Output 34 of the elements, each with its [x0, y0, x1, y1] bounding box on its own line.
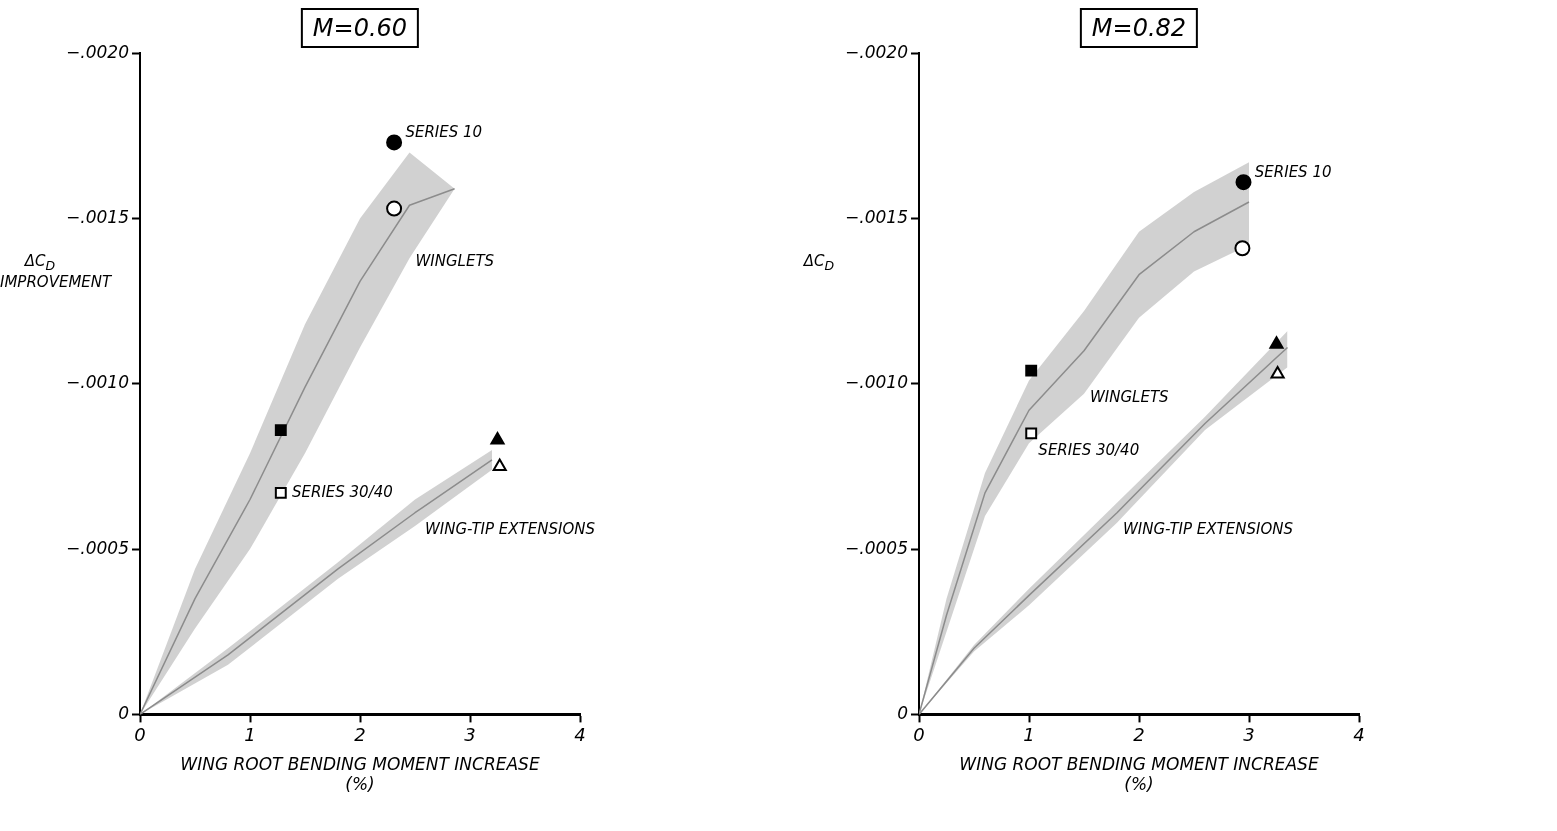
- y-axis-title: ΔC$_{D}$ IMPROVEMENT: [0, 251, 112, 291]
- x-tick-label: 4: [1353, 723, 1365, 745]
- y-axis-title: ΔC$_{D}$: [802, 251, 836, 273]
- series-label: SERIES 30/40: [1038, 441, 1140, 460]
- x-tick-label: 2: [354, 723, 366, 745]
- x-tick-label: 1: [244, 723, 256, 745]
- y-tick-label: −.0015: [66, 206, 129, 227]
- y-tick-label: −.0020: [66, 41, 129, 62]
- series-label: SERIES 10: [1254, 163, 1332, 182]
- series-label: SERIES 10: [405, 123, 483, 142]
- x-axis-title: WING ROOT BENDING MOMENT INCREASE (%): [958, 754, 1320, 795]
- y-tick-label: 0: [118, 702, 129, 723]
- text: WINGLETS: [415, 252, 495, 271]
- x-tick-label: 1: [1023, 723, 1035, 745]
- x-tick-label: 0: [134, 723, 146, 745]
- x-tick-label: 0: [913, 723, 925, 745]
- series-label: WINGLETS: [1090, 387, 1170, 406]
- y-tick-label: −.0020: [845, 41, 908, 62]
- y-tick-label: −.0010: [66, 372, 129, 393]
- y-tick-label: −.0005: [66, 537, 129, 558]
- x-tick-label: 3: [464, 723, 476, 745]
- x-axis-title: WING ROOT BENDING MOMENT INCREASE (%): [179, 754, 541, 795]
- y-tick-label: −.0005: [845, 537, 908, 558]
- series-label: WING-TIP EXTENSIONS: [1123, 519, 1294, 538]
- y-tick-label: −.0015: [845, 206, 908, 227]
- chart-title: M=0.60: [300, 8, 420, 48]
- series-label: WING-TIP EXTENSIONS: [425, 519, 596, 538]
- x-tick-label: 4: [574, 723, 586, 745]
- x-tick-label: 3: [1243, 723, 1255, 745]
- series-label: SERIES 30/40: [291, 482, 393, 501]
- y-tick-label: −.0010: [845, 372, 908, 393]
- x-tick-label: 2: [1133, 723, 1145, 745]
- chart-title: M=0.82: [1079, 8, 1199, 48]
- y-tick-label: 0: [897, 702, 908, 723]
